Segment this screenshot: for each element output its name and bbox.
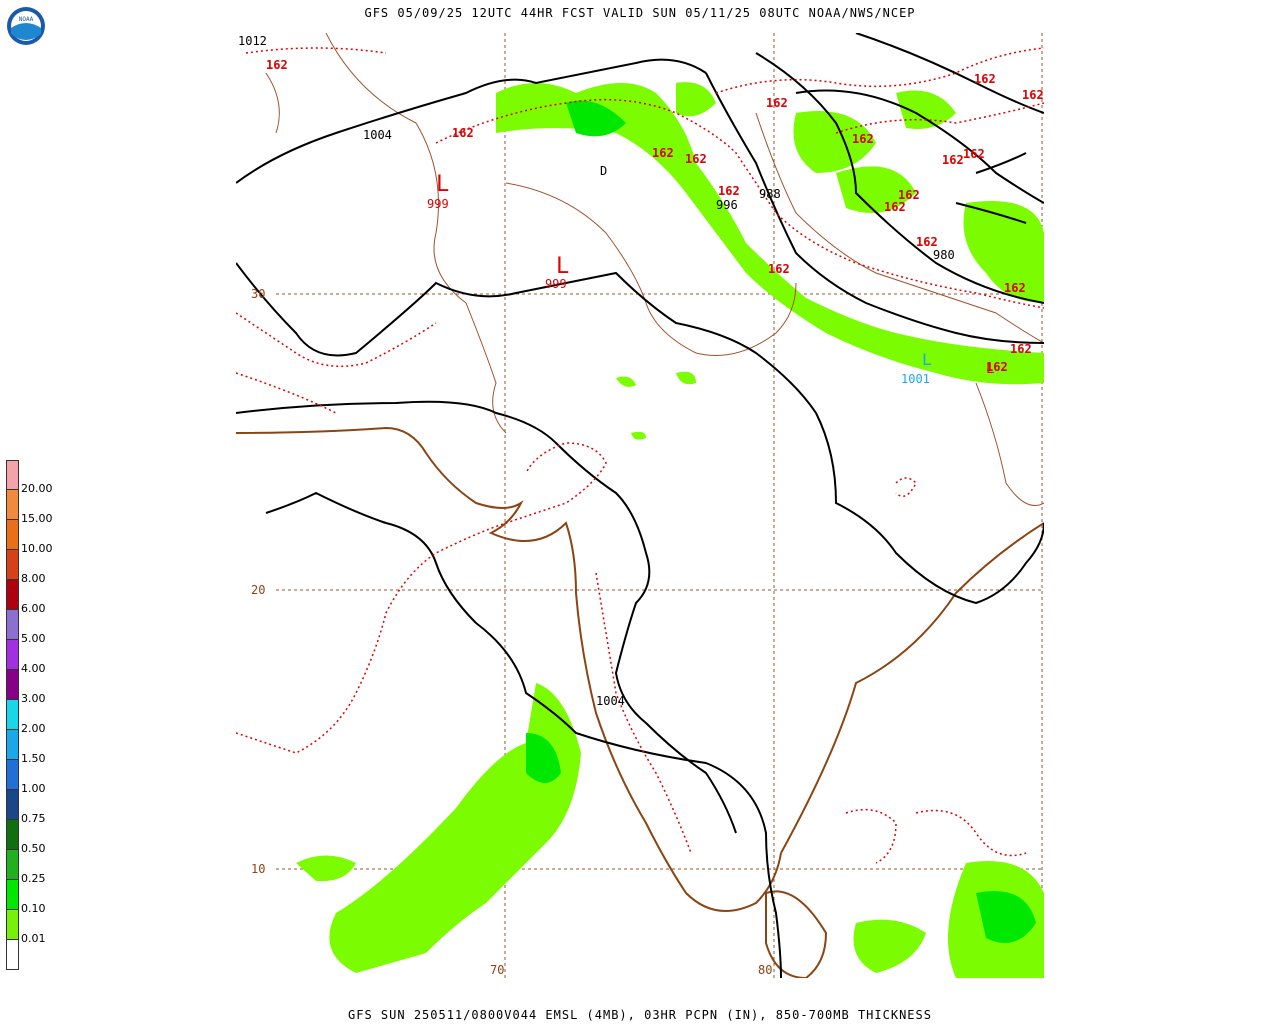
thickness-label: 162: [766, 96, 788, 110]
thickness-label: 162: [963, 147, 985, 161]
legend-label: 1.50: [21, 752, 46, 765]
legend-swatch: [6, 550, 19, 580]
thickness-label: 162: [898, 188, 920, 202]
map-caption: GFS SUN 250511/0800V044 EMSL (4MB), 03HR…: [348, 1008, 932, 1022]
legend-swatch: [6, 820, 19, 850]
low-center-symbol: L: [556, 254, 569, 279]
thickness-contours: [235, 47, 1045, 864]
legend-swatch: [6, 670, 19, 700]
legend-label: 4.00: [21, 662, 46, 675]
thickness-label: 162: [1010, 342, 1032, 356]
thickness-label: 162: [652, 146, 674, 160]
thickness-label: 162: [916, 235, 938, 249]
precip-legend: 20.00 15.00 10.00 8.00 6.00 5.00 4.00 3.00 2.00 1…: [6, 460, 66, 972]
lon-label-70: 70: [490, 963, 504, 977]
lat-label-20: 20: [251, 583, 265, 597]
lon-labels: 70 80: [490, 963, 772, 977]
lat-label-10: 10: [251, 862, 265, 876]
legend-label: 6.00: [21, 602, 46, 615]
thickness-label: 162: [1022, 88, 1044, 102]
legend-swatch: [6, 520, 19, 550]
isobar-label: 1012: [238, 34, 267, 48]
legend-label: 1.00: [21, 782, 46, 795]
thickness-label: 162: [1004, 281, 1026, 295]
thickness-label: 162: [884, 200, 906, 214]
isobar-label: 980: [933, 248, 955, 262]
legend-swatch: [6, 640, 19, 670]
borders: [265, 32, 1045, 506]
isobar-label: 988: [759, 187, 781, 201]
low-center-symbol: L: [986, 361, 994, 377]
low-center-value: 999: [545, 277, 567, 291]
low-center-symbol: L: [922, 350, 932, 369]
lon-label-80: 80: [758, 963, 772, 977]
pressure-centers: L 999 L 999 L L 1001: [427, 172, 994, 386]
isobars: [235, 32, 1045, 979]
lat-labels: 30 20 10: [251, 287, 265, 876]
legend-swatch: [6, 700, 19, 730]
legend-label: 2.00: [21, 722, 46, 735]
graticule: [276, 33, 1044, 978]
map-title: GFS 05/09/25 12UTC 44HR FCST VALID SUN 0…: [364, 6, 916, 20]
legend-label: 0.25: [21, 872, 46, 885]
logo-text: NOAA: [19, 16, 34, 23]
low-center-symbol: L: [436, 172, 449, 197]
legend-label: 0.10: [21, 902, 46, 915]
legend-swatch: [6, 760, 19, 790]
legend-label: 10.00: [21, 542, 53, 555]
low-center-value: 999: [427, 197, 449, 211]
thickness-label: 162: [685, 152, 707, 166]
thickness-label: 162: [942, 153, 964, 167]
isobar-label: 1004: [363, 128, 392, 142]
lat-label-30: 30: [251, 287, 265, 301]
legend-swatch: [6, 850, 19, 880]
thickness-label: 162: [768, 262, 790, 276]
forecast-map: 30 20 10 70 80 1012 1004 1004 996 988 98…: [235, 32, 1045, 980]
legend-label: 0.75: [21, 812, 46, 825]
legend-label: 3.00: [21, 692, 46, 705]
low-center-value: 1001: [901, 372, 930, 386]
legend-swatch: [6, 580, 19, 610]
isobar-labels: 1012 1004 1004 996 988 980 D: [238, 34, 955, 708]
legend-label: 20.00: [21, 482, 53, 495]
isobar-label: 1004: [596, 694, 625, 708]
coastline: [235, 426, 1045, 980]
thickness-labels: 162 162 162 162 162 162 162 162 162 162 …: [266, 58, 1044, 374]
precip-areas: [296, 82, 1044, 978]
precip-heavy: [526, 100, 1036, 943]
marker-d: D: [600, 164, 607, 178]
legend-label: 8.00: [21, 572, 46, 585]
legend-label: 0.50: [21, 842, 46, 855]
thickness-label: 162: [852, 132, 874, 146]
legend-swatch: [6, 460, 19, 490]
isobar-label: 996: [716, 198, 738, 212]
thickness-label: 162: [266, 58, 288, 72]
legend-swatch: [6, 610, 19, 640]
thickness-label: 162: [986, 360, 1008, 374]
legend-swatch: [6, 910, 19, 940]
noaa-logo-icon: NOAA: [6, 6, 46, 46]
legend-swatch: [6, 490, 19, 520]
legend-swatch: [6, 790, 19, 820]
legend-swatch: [6, 880, 19, 910]
legend-swatch: [6, 940, 19, 970]
legend-label: 0.01: [21, 932, 46, 945]
thickness-label: 162: [452, 126, 474, 140]
thickness-label: 162: [718, 184, 740, 198]
legend-label: 15.00: [21, 512, 53, 525]
legend-label: 5.00: [21, 632, 46, 645]
thickness-label: 162: [974, 72, 996, 86]
legend-swatch: [6, 730, 19, 760]
